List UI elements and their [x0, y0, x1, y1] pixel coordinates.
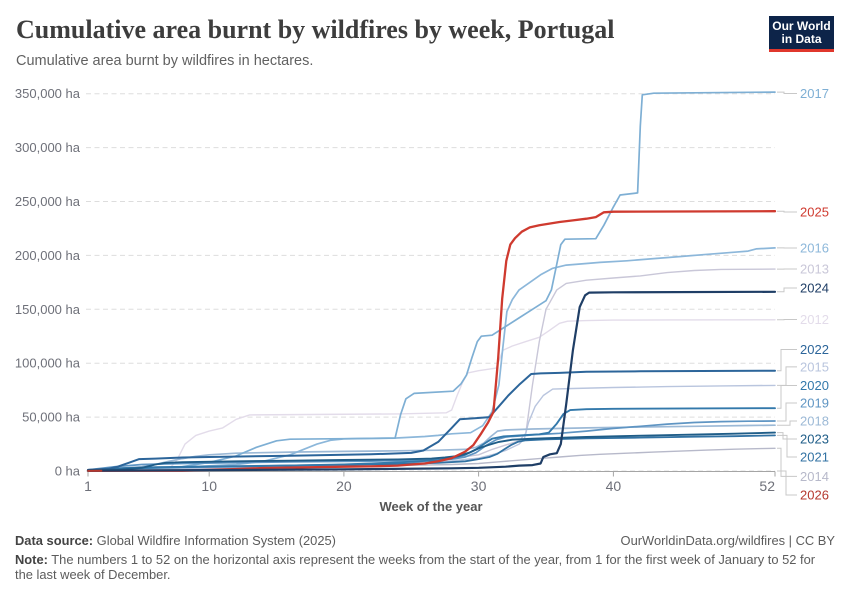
svg-text:Week of the year: Week of the year	[379, 499, 482, 514]
svg-text:2022: 2022	[800, 342, 829, 357]
svg-text:30: 30	[471, 478, 487, 494]
svg-text:2019: 2019	[800, 396, 829, 411]
svg-text:2024: 2024	[800, 281, 829, 296]
svg-text:50,000 ha: 50,000 ha	[22, 410, 81, 425]
svg-text:2016: 2016	[800, 241, 829, 256]
svg-text:10: 10	[201, 478, 217, 494]
svg-text:2025: 2025	[800, 205, 829, 220]
svg-text:250,000 ha: 250,000 ha	[15, 194, 81, 209]
svg-text:1: 1	[84, 478, 92, 494]
svg-text:300,000 ha: 300,000 ha	[15, 140, 81, 155]
svg-text:2023: 2023	[800, 432, 829, 447]
svg-text:150,000 ha: 150,000 ha	[15, 302, 81, 317]
svg-text:2018: 2018	[800, 414, 829, 429]
svg-text:350,000 ha: 350,000 ha	[15, 86, 81, 101]
svg-text:200,000 ha: 200,000 ha	[15, 248, 81, 263]
svg-text:2012: 2012	[800, 312, 829, 327]
svg-text:2026: 2026	[800, 488, 829, 503]
svg-text:2017: 2017	[800, 86, 829, 101]
svg-text:0 ha: 0 ha	[55, 464, 81, 479]
svg-text:40: 40	[606, 478, 622, 494]
svg-text:100,000 ha: 100,000 ha	[15, 356, 81, 371]
svg-text:2015: 2015	[800, 359, 829, 374]
svg-text:52: 52	[759, 478, 775, 494]
svg-text:2021: 2021	[800, 450, 829, 465]
svg-text:2020: 2020	[800, 378, 829, 393]
svg-text:2013: 2013	[800, 262, 829, 277]
svg-text:20: 20	[336, 478, 352, 494]
svg-text:2014: 2014	[800, 469, 829, 484]
